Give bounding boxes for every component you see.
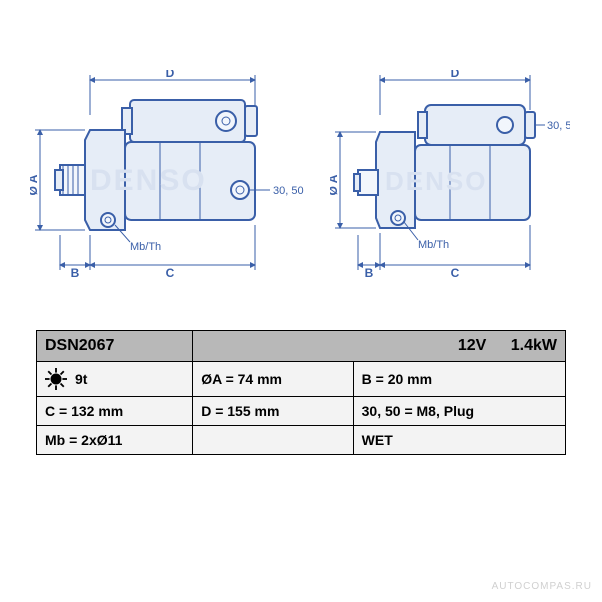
teeth-value: 9t	[75, 371, 87, 387]
mbth-label-right: Mb/Th	[418, 239, 449, 251]
brand-watermark-left: DENSO	[90, 164, 207, 197]
clutch-cell: WET	[353, 426, 565, 455]
terminal-label-right: 30, 50	[547, 120, 570, 132]
spec-table: DSN2067 12V 1.4kW	[36, 330, 566, 455]
table-row: Mb = 2xØ11 WET	[37, 426, 566, 455]
dim-b-label-left: B	[71, 266, 80, 280]
technical-drawings: D	[30, 70, 572, 300]
dim-d-label-right: D	[451, 70, 460, 80]
drawing-left: D	[30, 70, 310, 300]
site-watermark: AUTOCOMPAS.RU	[492, 581, 592, 592]
length-c-cell: C = 132 mm	[37, 397, 193, 426]
length-b-cell: B = 20 mm	[353, 362, 565, 397]
brand-watermark-right: DENSO	[385, 166, 487, 196]
length-d-cell: D = 155 mm	[193, 397, 353, 426]
table-row: C = 132 mm D = 155 mm 30, 50 = M8, Plug	[37, 397, 566, 426]
power-value: 1.4kW	[511, 337, 557, 355]
table-header-row: DSN2067 12V 1.4kW	[37, 331, 566, 362]
terminals-cell: 30, 50 = M8, Plug	[353, 397, 565, 426]
gear-icon	[45, 368, 67, 390]
voltage-value: 12V	[458, 337, 486, 355]
terminal-label-left: 30, 50	[273, 185, 304, 197]
dia-a-cell: ØA = 74 mm	[193, 362, 353, 397]
dim-a-label-left: Ø A	[30, 174, 40, 195]
dim-d-label: D	[166, 70, 175, 80]
drawing-right: D DENSO Ø A	[330, 70, 570, 300]
teeth-cell: 9t	[37, 362, 193, 397]
table-row: 9t ØA = 74 mm B = 20 mm	[37, 362, 566, 397]
part-number-cell: DSN2067	[37, 331, 193, 362]
dim-c-label-left: C	[166, 266, 175, 280]
dim-a-label-right: Ø A	[330, 174, 340, 195]
rating-cell: 12V 1.4kW	[193, 331, 566, 362]
mounting-cell: Mb = 2xØ11	[37, 426, 193, 455]
page-root: D	[0, 0, 602, 602]
mbth-label-left: Mb/Th	[130, 241, 161, 253]
empty-cell	[193, 426, 353, 455]
dim-b-label-right: B	[365, 266, 374, 280]
dim-c-label-right: C	[451, 266, 460, 280]
